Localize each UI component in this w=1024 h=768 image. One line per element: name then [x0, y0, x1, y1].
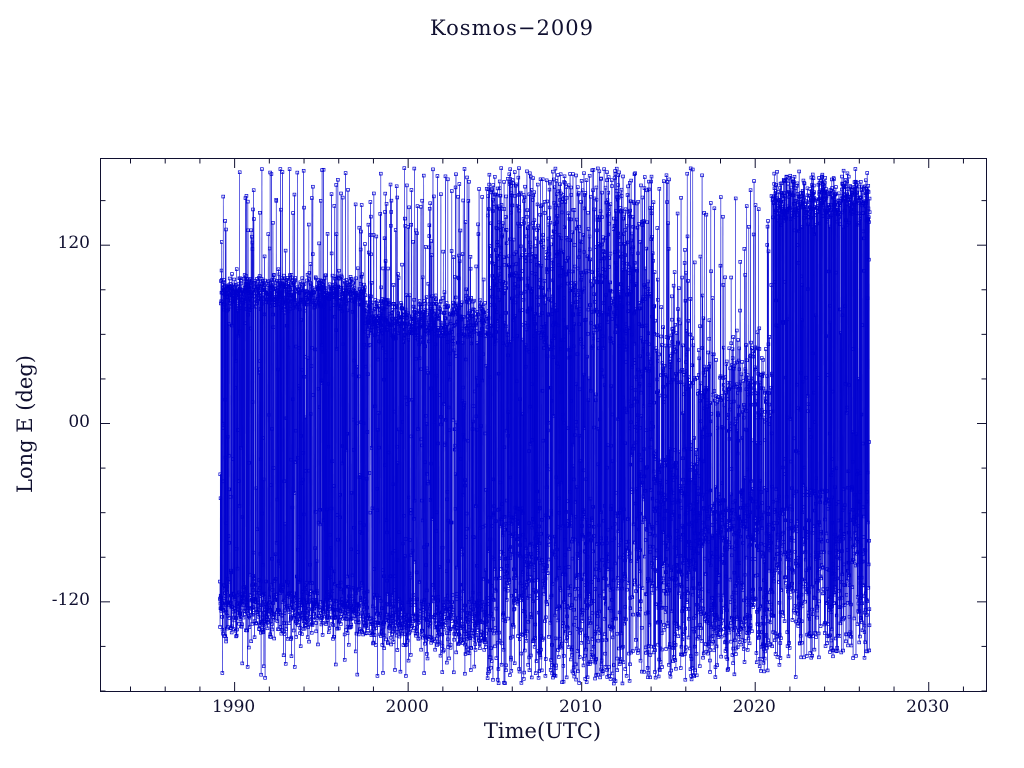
plot-canvas — [101, 159, 986, 691]
x-tick-label: 2000 — [385, 697, 429, 717]
y-tick-label: 120 — [57, 233, 90, 254]
y-tick-label: -120 — [51, 589, 90, 610]
x-tick-label: 2010 — [559, 697, 603, 717]
x-tick-label: 2020 — [732, 697, 776, 717]
plot-area — [100, 158, 987, 692]
x-tick-label: 2030 — [906, 697, 950, 717]
x-axis-label: Time(UTC) — [483, 719, 602, 743]
chart-title: Kosmos−2009 — [430, 16, 594, 40]
y-tick-label: 00 — [68, 411, 90, 432]
x-tick-label: 1990 — [211, 697, 256, 717]
